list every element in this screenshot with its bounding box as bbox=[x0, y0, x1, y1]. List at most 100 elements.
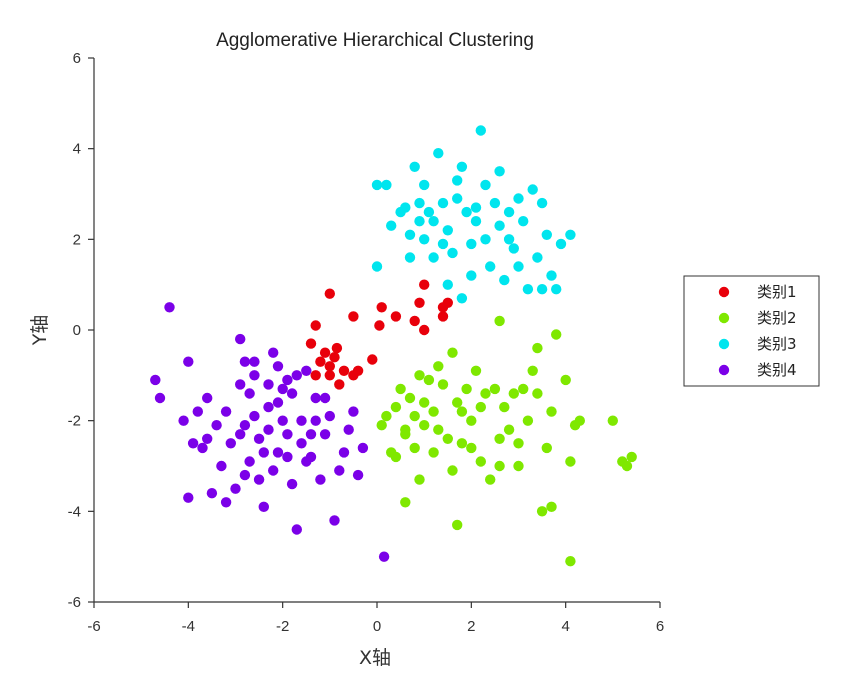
y-tick-label: 0 bbox=[73, 322, 81, 339]
data-point bbox=[541, 229, 552, 240]
series-cluster-2 bbox=[376, 315, 637, 567]
data-point bbox=[522, 415, 534, 426]
data-point bbox=[381, 179, 392, 191]
data-point bbox=[400, 202, 411, 213]
data-point bbox=[560, 374, 571, 386]
x-tick-label: -4 bbox=[182, 618, 195, 635]
data-point bbox=[286, 478, 298, 490]
legend-marker bbox=[718, 312, 730, 324]
data-point bbox=[414, 297, 425, 308]
data-point bbox=[409, 315, 420, 327]
data-point bbox=[565, 556, 576, 567]
legend-label: 类别1 bbox=[757, 283, 797, 301]
data-point bbox=[480, 388, 491, 399]
data-point bbox=[263, 401, 274, 413]
y-tick-label: -6 bbox=[68, 594, 81, 611]
legend-marker bbox=[718, 364, 730, 376]
data-point bbox=[428, 406, 439, 417]
data-point bbox=[404, 392, 416, 404]
x-axis-label: X轴 bbox=[359, 647, 391, 669]
data-point bbox=[475, 456, 486, 467]
data-point bbox=[310, 392, 321, 404]
data-point bbox=[414, 197, 425, 209]
legend-label: 类别3 bbox=[757, 335, 797, 353]
legend-label: 类别2 bbox=[757, 309, 797, 327]
data-point bbox=[211, 420, 222, 431]
data-point bbox=[282, 429, 293, 440]
data-point bbox=[607, 415, 618, 426]
data-point bbox=[447, 247, 458, 259]
series-cluster-4 bbox=[150, 302, 390, 562]
data-point bbox=[378, 551, 390, 562]
data-point bbox=[499, 401, 510, 413]
data-point bbox=[532, 252, 543, 263]
data-point bbox=[202, 392, 213, 404]
y-tick-label: -4 bbox=[68, 503, 81, 520]
data-point bbox=[348, 406, 359, 417]
data-point bbox=[244, 388, 255, 399]
data-point bbox=[348, 311, 359, 322]
data-point bbox=[230, 483, 241, 494]
series-cluster-1 bbox=[305, 279, 453, 390]
x-tick-label: 2 bbox=[467, 618, 475, 635]
data-point bbox=[419, 234, 430, 245]
chart-title: Agglomerative Hierarchical Clustering bbox=[216, 30, 534, 51]
data-point bbox=[442, 433, 453, 444]
data-point bbox=[456, 161, 468, 172]
data-point bbox=[409, 442, 420, 454]
data-point bbox=[419, 397, 430, 408]
x-tick-label: 4 bbox=[561, 618, 569, 635]
data-point bbox=[268, 347, 279, 358]
data-point bbox=[419, 279, 430, 290]
data-point bbox=[331, 342, 343, 354]
data-point bbox=[277, 415, 288, 426]
data-point bbox=[433, 148, 444, 159]
data-point bbox=[527, 184, 538, 195]
data-point bbox=[433, 424, 444, 435]
data-points bbox=[150, 125, 637, 567]
data-point bbox=[494, 166, 505, 177]
data-point bbox=[513, 438, 524, 449]
data-point bbox=[239, 469, 251, 481]
data-point bbox=[456, 293, 468, 304]
data-point bbox=[376, 420, 387, 431]
data-point bbox=[376, 302, 387, 313]
data-point bbox=[409, 161, 420, 172]
data-point bbox=[352, 469, 364, 481]
data-point bbox=[272, 397, 284, 408]
data-point bbox=[555, 238, 567, 250]
data-point bbox=[374, 320, 385, 331]
data-point bbox=[621, 460, 633, 472]
data-point bbox=[371, 261, 383, 272]
data-point bbox=[197, 442, 208, 454]
data-point bbox=[183, 356, 194, 367]
data-point bbox=[419, 179, 430, 191]
data-point bbox=[423, 206, 435, 218]
data-point bbox=[164, 302, 175, 313]
data-point bbox=[475, 401, 486, 413]
data-point bbox=[470, 216, 482, 227]
data-point bbox=[574, 415, 585, 426]
data-point bbox=[480, 234, 491, 245]
data-point bbox=[329, 515, 340, 526]
data-point bbox=[466, 415, 477, 426]
data-point bbox=[310, 370, 321, 381]
data-point bbox=[470, 202, 482, 213]
data-point bbox=[249, 356, 260, 367]
data-point bbox=[494, 460, 505, 472]
data-point bbox=[319, 392, 331, 404]
data-point bbox=[390, 451, 402, 463]
data-point bbox=[503, 234, 515, 245]
data-point bbox=[414, 474, 425, 485]
data-point bbox=[437, 379, 449, 390]
data-point bbox=[324, 288, 335, 299]
data-point bbox=[220, 497, 232, 508]
data-point bbox=[466, 270, 477, 281]
data-point bbox=[494, 433, 505, 444]
data-point bbox=[150, 374, 161, 386]
data-point bbox=[494, 220, 505, 231]
data-point bbox=[338, 447, 350, 458]
data-point bbox=[319, 429, 331, 440]
data-point bbox=[192, 406, 203, 417]
